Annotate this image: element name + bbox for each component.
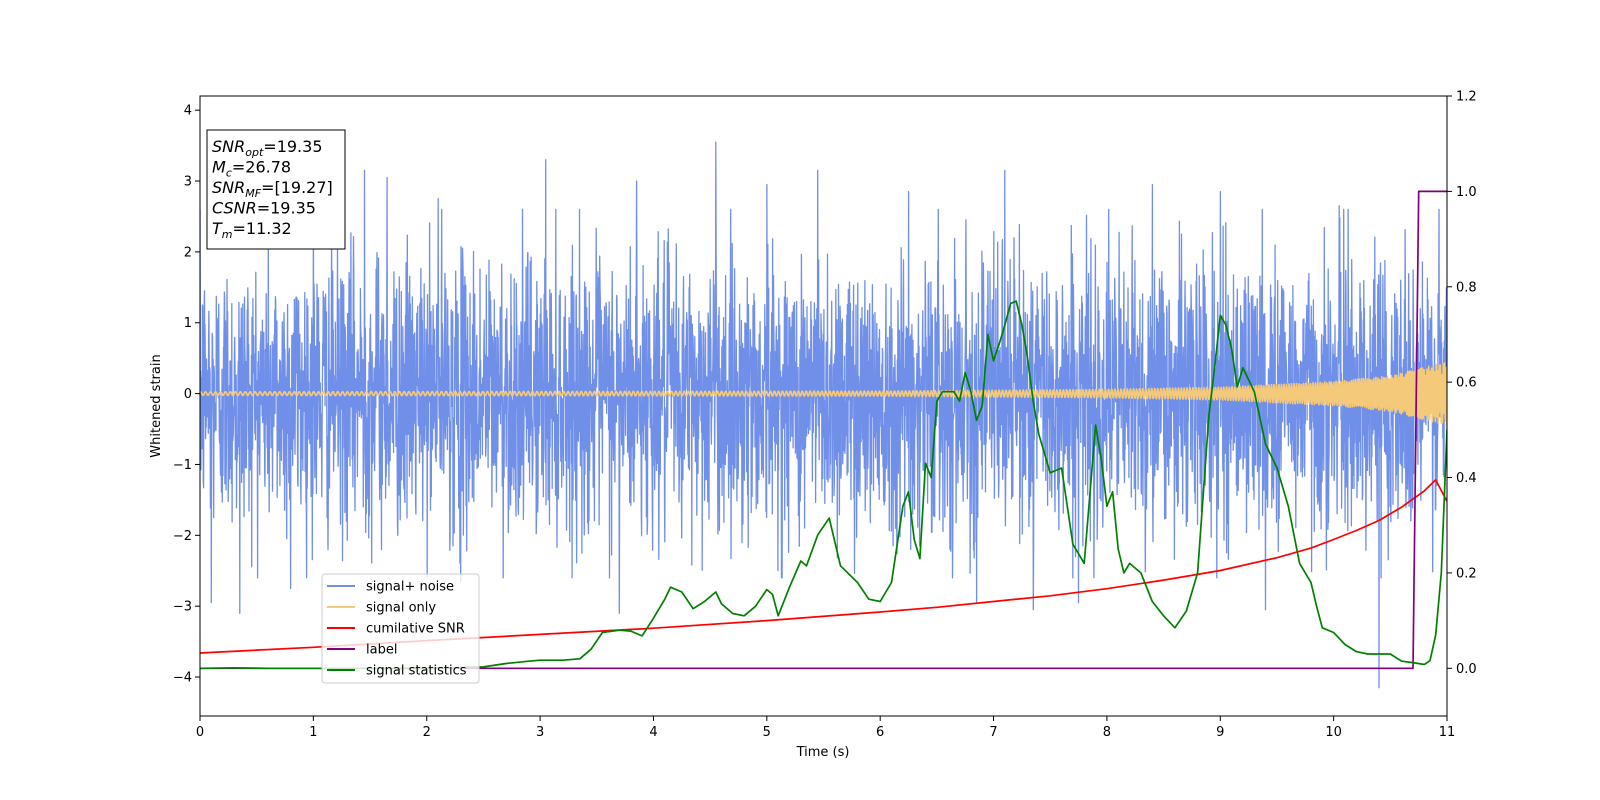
x-axis-label: Time (s) [796, 745, 850, 760]
y-tick-label: 1 [184, 316, 192, 331]
plot-series [200, 141, 1447, 689]
x-tick-label: 6 [876, 725, 884, 740]
y-tick-label: 2 [184, 245, 192, 260]
x-tick-label: 3 [536, 725, 544, 740]
y2-tick-label: 0.0 [1456, 662, 1477, 677]
y2-tick-label: 0.6 [1456, 376, 1477, 391]
y-tick-label: −4 [173, 671, 192, 686]
annotation-frame [206, 129, 346, 250]
y2-tick-label: 0.2 [1456, 566, 1477, 581]
legend-label-signal-only: signal only [366, 601, 436, 616]
annotation-line: Mc=26.78 [212, 158, 291, 180]
x-tick-label: 2 [423, 725, 431, 740]
x-tick-label: 7 [989, 725, 997, 740]
y-tick-label: 0 [184, 387, 192, 402]
y-tick-label: −2 [173, 529, 192, 544]
legend-label-signal-statistics: signal statistics [366, 664, 467, 679]
y2-tick-label: 0.8 [1456, 280, 1477, 295]
x-tick-label: 11 [1439, 725, 1456, 740]
annotation-line: SNRMF=[19.27] [212, 178, 333, 200]
legend-frame [321, 573, 480, 684]
x-tick-label: 10 [1325, 725, 1342, 740]
x-tick-label: 8 [1103, 725, 1111, 740]
annotation-line: Tm=11.32 [212, 219, 292, 241]
y2-tick-label: 1.0 [1456, 185, 1477, 200]
legend-label-label: label [366, 643, 397, 658]
y-tick-label: −3 [173, 600, 192, 615]
x-tick-label: 5 [763, 725, 771, 740]
y-axis-right: 0.0 0.2 0.4 0.6 0.8 1.0 1.2 [1447, 90, 1477, 677]
y-tick-label: 4 [184, 104, 192, 119]
legend-label-cumilative-snr: cumilative SNR [366, 622, 465, 637]
y-axis-left: −4 −3 −2 −1 0 1 2 3 4 [173, 104, 200, 686]
stats-annotation-box: SNRopt=19.35Mc=26.78SNRMF=[19.27]CSNR=19… [206, 129, 346, 250]
series-line-signal-only [200, 361, 1447, 426]
x-tick-label: 9 [1216, 725, 1224, 740]
annotation-line: SNRopt=19.35 [212, 137, 323, 159]
y2-tick-label: 0.4 [1456, 471, 1477, 486]
y-tick-label: 3 [184, 175, 192, 190]
series-line-cumilative-snr [200, 479, 1447, 654]
y2-tick-label: 1.2 [1456, 90, 1477, 105]
plot-frame [199, 95, 1448, 717]
x-tick-label: 1 [309, 725, 317, 740]
x-tick-label: 4 [649, 725, 657, 740]
series-line-signal-statistics [200, 300, 1447, 670]
legend: signal+ noise signal only cumilative SNR la… [321, 573, 480, 684]
y-axis-label: Whitened strain [149, 354, 164, 457]
x-tick-label: 0 [196, 725, 204, 740]
annotation-line: CSNR=19.35 [212, 199, 316, 218]
y-tick-label: −1 [173, 458, 192, 473]
x-axis: 0 1 2 3 4 5 6 7 8 9 10 11 [196, 716, 1455, 740]
series-line-label [200, 190, 1447, 670]
legend-label-signal-noise: signal+ noise [366, 580, 454, 595]
series-line-signal-noise [200, 141, 1447, 689]
